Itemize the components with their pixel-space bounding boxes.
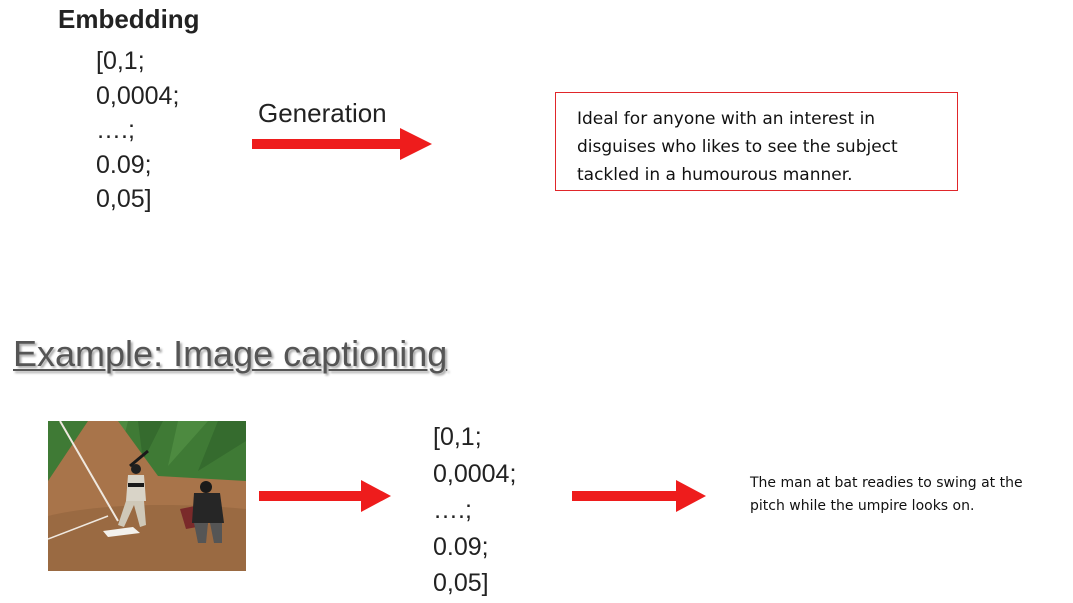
embedding-title: Embedding [58, 4, 200, 34]
caption-vector: [0,1; 0,0004; ….; 0.09; 0,05] [433, 419, 516, 602]
generation-arrow-icon [252, 128, 432, 160]
vector-line: ….; [96, 116, 135, 144]
caption-line: pitch while the umpire looks on. [750, 498, 975, 514]
generated-text-box: Ideal for anyone with an interest in dis… [555, 92, 958, 191]
embedding-vector: [0,1; 0,0004; ….; 0.09; 0,05] [96, 44, 179, 217]
vector-line: [0,1; [433, 423, 482, 451]
vector-line: ….; [433, 496, 472, 524]
vector-line: 0,05] [96, 185, 152, 213]
vector-line: 0.09; [96, 150, 152, 179]
vector-line: 0,05] [433, 569, 489, 597]
vector-to-caption-arrow-icon [572, 480, 706, 512]
photo-to-vector-arrow-icon [259, 480, 391, 512]
generated-text-line: disguises who likes to see the subject [577, 137, 898, 157]
generated-text-line: Ideal for anyone with an interest in [577, 109, 876, 129]
vector-line: 0.09; [433, 532, 489, 561]
generated-text-line: tackled in a humourous manner. [577, 165, 853, 185]
section-heading: Example: Image captioning [13, 333, 448, 374]
baseball-photo-icon [48, 421, 246, 571]
caption-line: The man at bat readies to swing at the [750, 475, 1023, 491]
vector-line: [0,1; [96, 47, 145, 75]
vector-line: 0,0004; [433, 459, 517, 488]
caption-text: The man at bat readies to swing at the p… [750, 472, 1060, 518]
generation-label: Generation [258, 98, 387, 128]
vector-line: 0,0004; [96, 81, 180, 110]
